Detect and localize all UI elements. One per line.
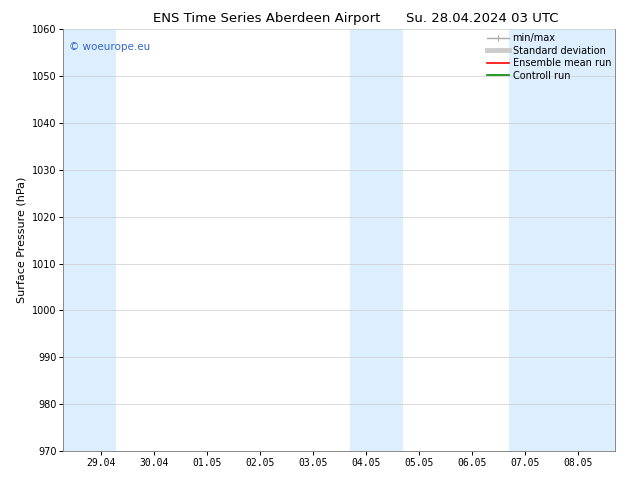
Bar	[63, 29, 117, 451]
Text: Su. 28.04.2024 03 UTC: Su. 28.04.2024 03 UTC	[406, 12, 558, 25]
Bar	[509, 29, 615, 451]
Text: ENS Time Series Aberdeen Airport: ENS Time Series Aberdeen Airport	[153, 12, 380, 25]
Y-axis label: Surface Pressure (hPa): Surface Pressure (hPa)	[16, 177, 26, 303]
Legend: min/max, Standard deviation, Ensemble mean run, Controll run: min/max, Standard deviation, Ensemble me…	[486, 31, 613, 82]
Text: © woeurope.eu: © woeurope.eu	[69, 42, 150, 52]
Bar	[350, 29, 403, 451]
